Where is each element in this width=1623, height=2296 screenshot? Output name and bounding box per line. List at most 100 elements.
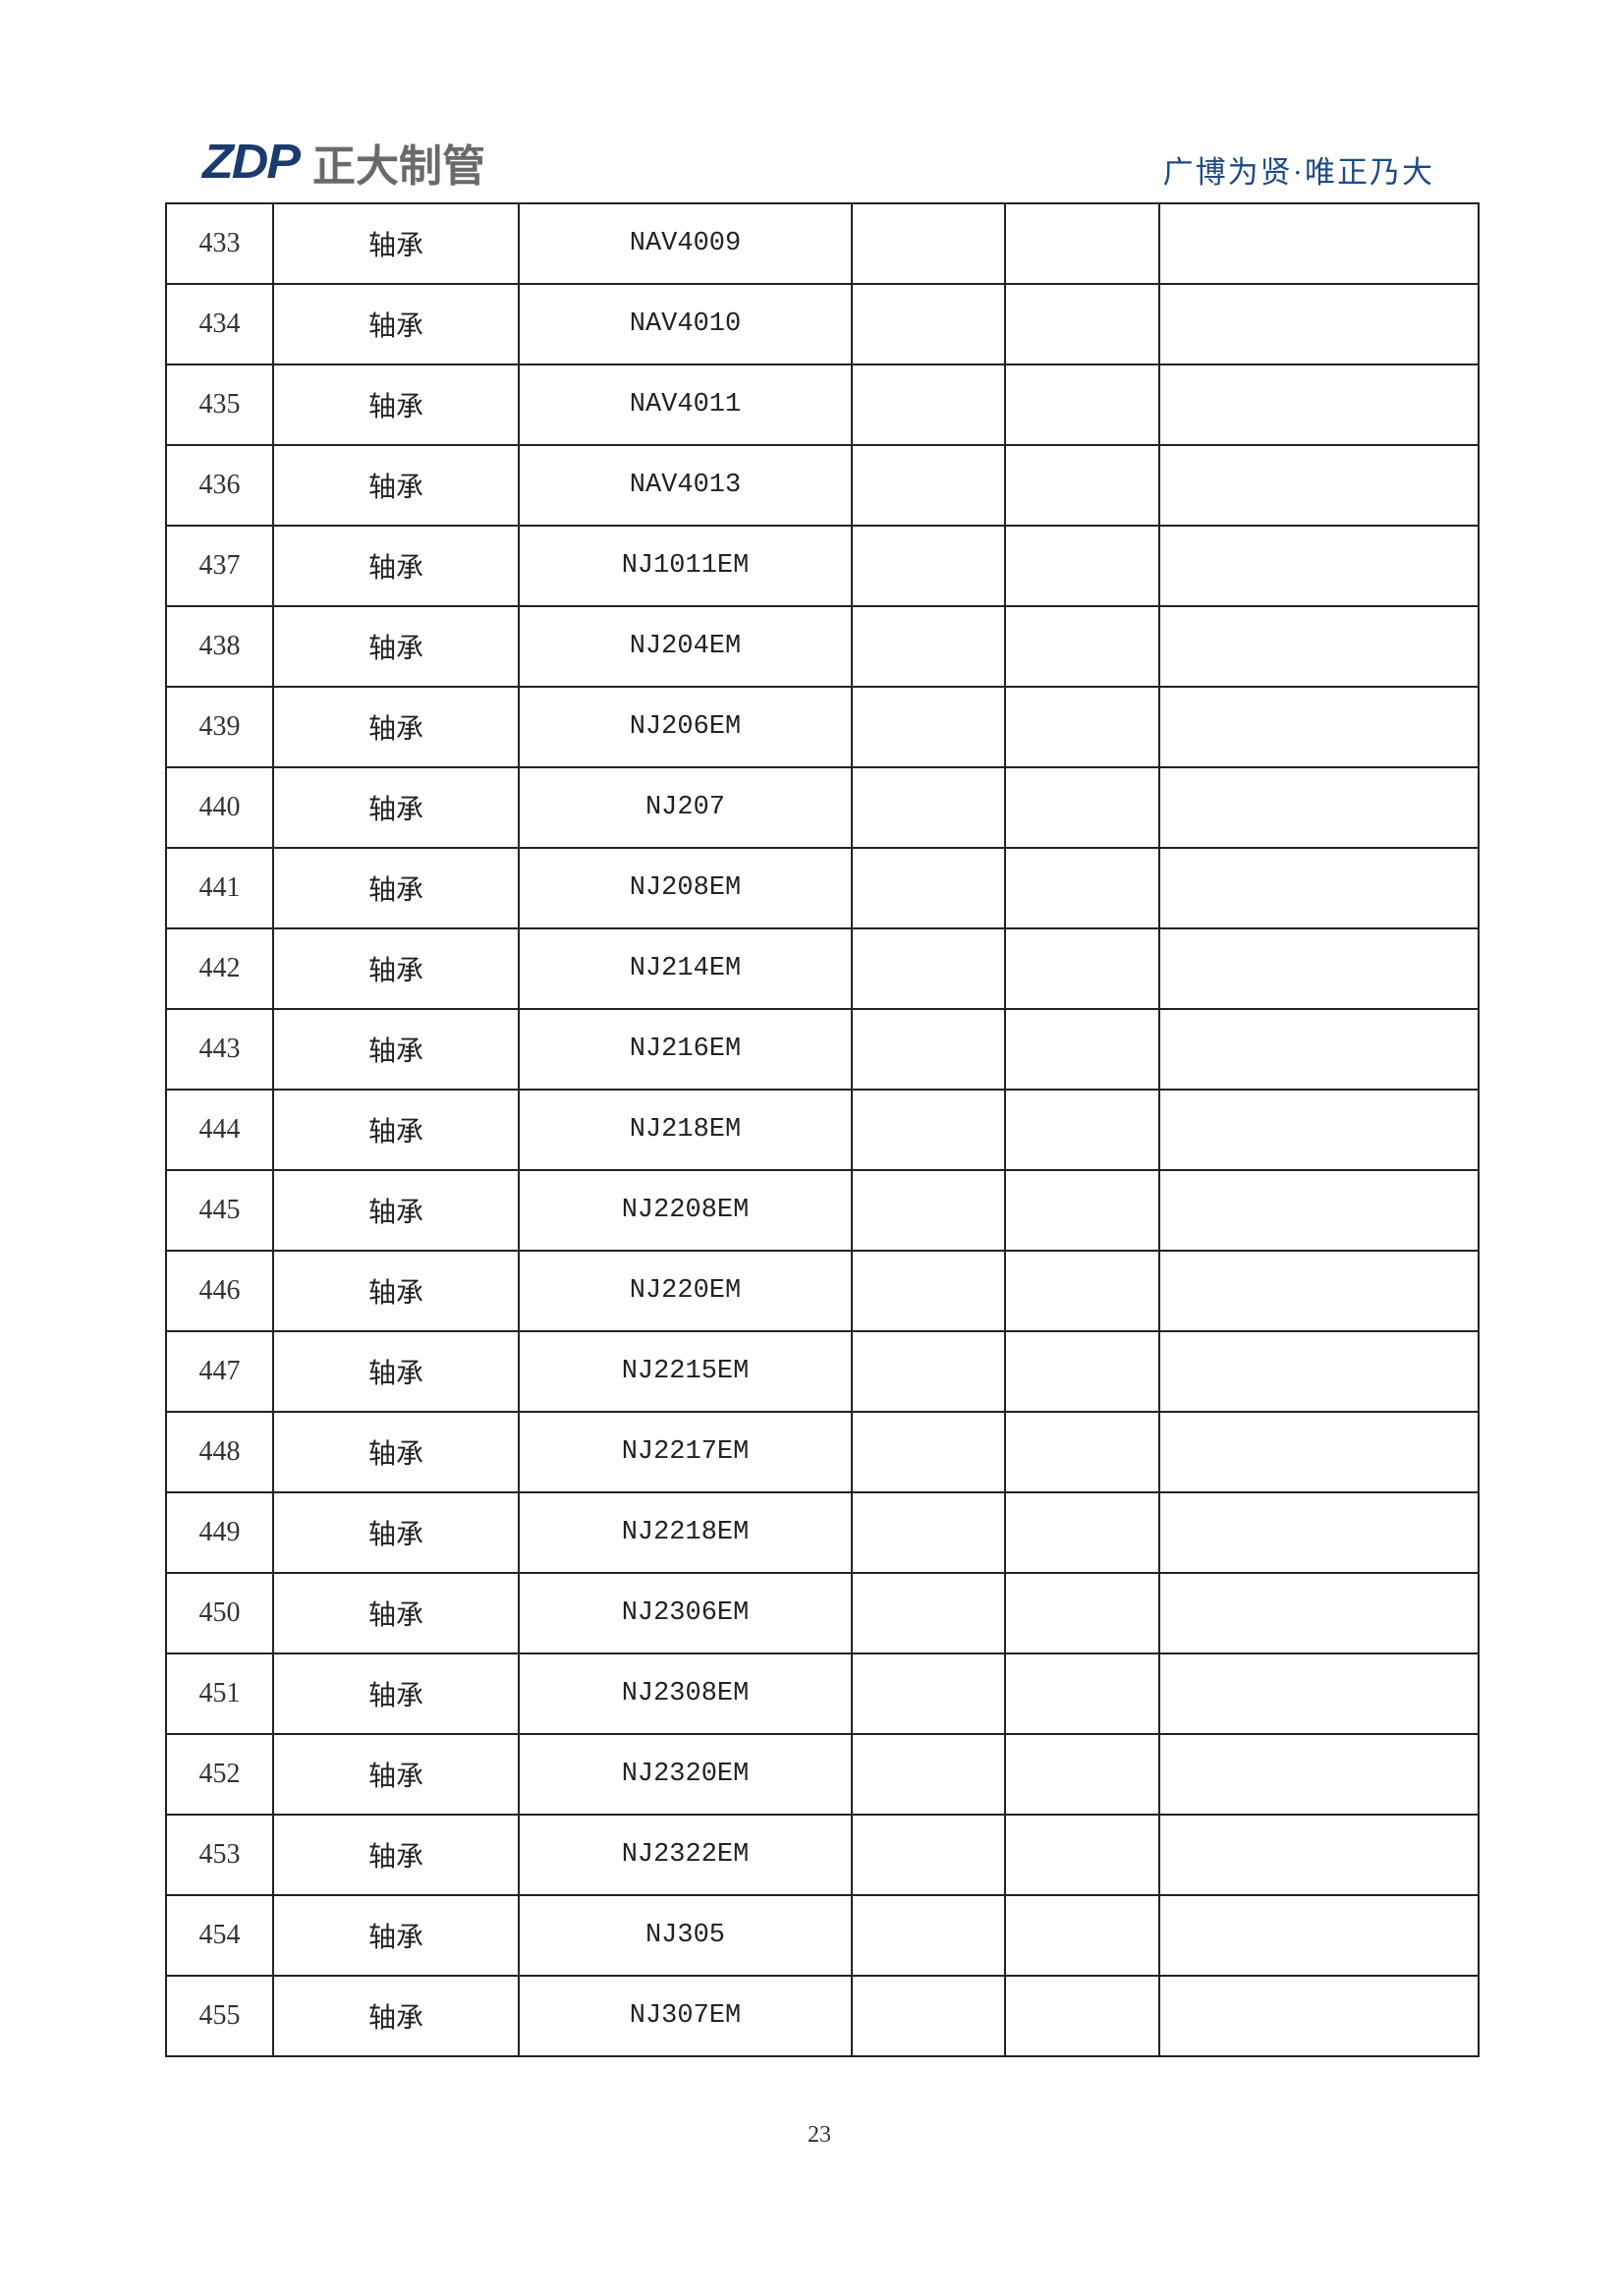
item-name: 轴承 <box>272 605 520 688</box>
item-model: NJ208EM <box>518 847 853 929</box>
empty-cell <box>851 927 1006 1010</box>
item-model: NJ2320EM <box>518 1733 853 1816</box>
empty-cell <box>851 1411 1006 1493</box>
row-number: 434 <box>165 283 274 365</box>
empty-cell <box>851 1572 1006 1654</box>
item-name: 轴承 <box>272 444 520 527</box>
table-row: 442 轴承 NJ214EM <box>165 927 1480 1010</box>
empty-cell <box>851 686 1006 768</box>
empty-cell <box>1158 927 1480 1010</box>
item-model: NJ216EM <box>518 1008 853 1091</box>
empty-cell <box>1004 1491 1160 1574</box>
table-row: 451 轴承 NJ2308EM <box>165 1652 1480 1735</box>
item-model: NJ2217EM <box>518 1411 853 1493</box>
item-name: 轴承 <box>272 1330 520 1413</box>
empty-cell <box>1158 364 1480 446</box>
row-number: 447 <box>165 1330 274 1413</box>
item-model: NJ2306EM <box>518 1572 853 1654</box>
empty-cell <box>1158 283 1480 365</box>
empty-cell <box>1158 1894 1480 1977</box>
empty-cell <box>851 444 1006 527</box>
row-number: 448 <box>165 1411 274 1493</box>
table-row: 454 轴承 NJ305 <box>165 1894 1480 1977</box>
item-model: NAV4011 <box>518 364 853 446</box>
empty-cell <box>1004 1572 1160 1654</box>
empty-cell <box>1004 605 1160 688</box>
company-logo: ZDP 正大制管 <box>202 135 485 192</box>
empty-cell <box>1004 1250 1160 1332</box>
table-row: 440 轴承 NJ207 <box>165 766 1480 849</box>
item-name: 轴承 <box>272 1491 520 1574</box>
item-model: NJ204EM <box>518 605 853 688</box>
table-row: 439 轴承 NJ206EM <box>165 686 1480 768</box>
item-name: 轴承 <box>272 847 520 929</box>
empty-cell <box>1004 1089 1160 1171</box>
row-number: 453 <box>165 1814 274 1896</box>
item-name: 轴承 <box>272 1411 520 1493</box>
row-number: 441 <box>165 847 274 929</box>
empty-cell <box>851 1089 1006 1171</box>
empty-cell <box>1004 766 1160 849</box>
item-model: NJ2218EM <box>518 1491 853 1574</box>
row-number: 446 <box>165 1250 274 1332</box>
item-model: NJ305 <box>518 1894 853 1977</box>
empty-cell <box>1158 1733 1480 1816</box>
row-number: 436 <box>165 444 274 527</box>
empty-cell <box>1004 1330 1160 1413</box>
row-number: 450 <box>165 1572 274 1654</box>
empty-cell <box>1004 686 1160 768</box>
empty-cell <box>1004 1169 1160 1252</box>
empty-cell <box>851 1975 1006 2057</box>
item-name: 轴承 <box>272 686 520 768</box>
item-model: NAV4009 <box>518 202 853 285</box>
empty-cell <box>1158 525 1480 607</box>
empty-cell <box>1158 1572 1480 1654</box>
item-model: NJ2208EM <box>518 1169 853 1252</box>
empty-cell <box>1004 444 1160 527</box>
empty-cell <box>1158 1330 1480 1413</box>
table-row: 444 轴承 NJ218EM <box>165 1089 1480 1171</box>
empty-cell <box>1004 202 1160 285</box>
row-number: 439 <box>165 686 274 768</box>
item-model: NJ207 <box>518 766 853 849</box>
table-row: 450 轴承 NJ2306EM <box>165 1572 1480 1654</box>
item-name: 轴承 <box>272 283 520 365</box>
item-name: 轴承 <box>272 1250 520 1332</box>
empty-cell <box>851 1733 1006 1816</box>
empty-cell <box>1004 927 1160 1010</box>
item-model: NJ2215EM <box>518 1330 853 1413</box>
table-row: 449 轴承 NJ2218EM <box>165 1491 1480 1574</box>
row-number: 444 <box>165 1089 274 1171</box>
empty-cell <box>851 1169 1006 1252</box>
item-model: NJ307EM <box>518 1975 853 2057</box>
row-number: 442 <box>165 927 274 1010</box>
table-row: 446 轴承 NJ220EM <box>165 1250 1480 1332</box>
empty-cell <box>1158 1814 1480 1896</box>
row-number: 440 <box>165 766 274 849</box>
empty-cell <box>851 1491 1006 1574</box>
table-row: 436 轴承 NAV4013 <box>165 444 1480 527</box>
logo-mark: ZDP <box>202 135 301 190</box>
empty-cell <box>851 1894 1006 1977</box>
item-model: NAV4013 <box>518 444 853 527</box>
item-name: 轴承 <box>272 927 520 1010</box>
empty-cell <box>1004 1733 1160 1816</box>
row-number: 438 <box>165 605 274 688</box>
empty-cell <box>851 202 1006 285</box>
row-number: 437 <box>165 525 274 607</box>
empty-cell <box>851 605 1006 688</box>
empty-cell <box>851 1652 1006 1735</box>
empty-cell <box>1004 525 1160 607</box>
item-model: NAV4010 <box>518 283 853 365</box>
item-name: 轴承 <box>272 1814 520 1896</box>
empty-cell <box>851 364 1006 446</box>
empty-cell <box>1004 1411 1160 1493</box>
item-name: 轴承 <box>272 1894 520 1977</box>
item-name: 轴承 <box>272 1572 520 1654</box>
item-model: NJ206EM <box>518 686 853 768</box>
empty-cell <box>851 1814 1006 1896</box>
table-row: 438 轴承 NJ204EM <box>165 605 1480 688</box>
empty-cell <box>1158 766 1480 849</box>
item-model: NJ2308EM <box>518 1652 853 1735</box>
empty-cell <box>1158 1975 1480 2057</box>
